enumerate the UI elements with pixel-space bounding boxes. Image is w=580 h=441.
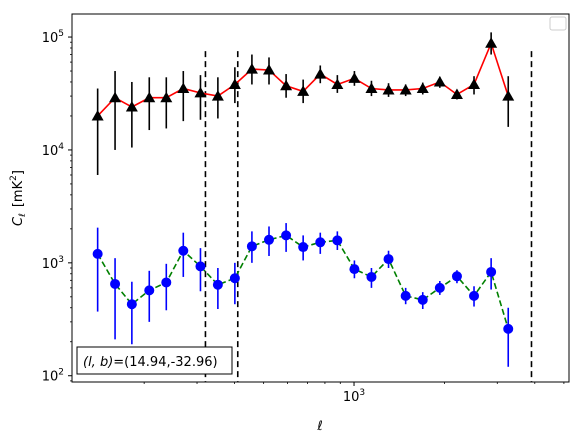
series-1-point-10 xyxy=(264,234,275,245)
series-0-point-13 xyxy=(314,68,327,79)
series-0-point-16 xyxy=(365,82,378,94)
series-0-point-5 xyxy=(177,82,190,94)
series-1 xyxy=(92,223,514,367)
series-1-point-16 xyxy=(366,271,377,282)
series-1-point-4 xyxy=(161,277,172,288)
series-0-point-3 xyxy=(143,91,156,103)
series-0-point-21 xyxy=(450,88,463,99)
series-1-point-12 xyxy=(298,242,309,253)
series-1-point-11 xyxy=(281,230,292,241)
series-0-point-22 xyxy=(468,78,481,89)
y-axis-label: Cℓ[mK2] xyxy=(9,170,28,226)
series-1-point-21 xyxy=(451,271,462,282)
series-1-point-18 xyxy=(400,290,411,301)
x-tick-label-0: 103 xyxy=(343,388,365,405)
annotation-prefix: (l, b) xyxy=(83,355,113,370)
series-0-point-1 xyxy=(109,91,122,103)
series-1-point-13 xyxy=(315,237,326,248)
series-0-point-14 xyxy=(331,78,344,89)
series-1-point-15 xyxy=(349,264,360,275)
legend-box xyxy=(549,16,567,31)
y-tick-label-2: 104 xyxy=(42,142,65,159)
series-0-point-19 xyxy=(416,82,429,94)
series-1-point-8 xyxy=(229,273,240,284)
y-tick-label-0: 102 xyxy=(42,368,64,385)
annotation-value: =(14.94,-32.96) xyxy=(113,355,217,370)
series-1-point-22 xyxy=(469,290,480,301)
x-axis-label: ℓ xyxy=(316,419,322,434)
series-0-point-11 xyxy=(280,79,293,91)
series-1-point-7 xyxy=(212,279,223,290)
series-0-point-9 xyxy=(245,63,258,74)
series-0-point-7 xyxy=(211,90,224,101)
series-0-point-20 xyxy=(433,75,446,87)
series-1-point-6 xyxy=(195,261,206,272)
series-0-point-15 xyxy=(348,72,361,83)
series-0-point-4 xyxy=(160,91,173,103)
series-1-point-19 xyxy=(417,294,428,305)
series-1-point-17 xyxy=(383,254,394,265)
coordinate-annotation: (l, b)=(14.94,-32.96) xyxy=(76,346,233,375)
series-0-point-17 xyxy=(382,83,395,95)
series-0-point-10 xyxy=(263,64,276,75)
series-0-point-6 xyxy=(194,86,207,98)
series-0-point-8 xyxy=(228,78,241,89)
series-0-point-2 xyxy=(125,101,138,112)
series-0-point-18 xyxy=(399,83,412,95)
series-0 xyxy=(91,32,515,175)
series-1-point-0 xyxy=(92,248,103,259)
series-1-point-1 xyxy=(110,278,121,289)
annotation-box xyxy=(76,346,233,375)
series-1-point-24 xyxy=(503,323,514,334)
series-0-point-0 xyxy=(91,109,104,121)
series-0-point-12 xyxy=(297,85,310,96)
series-1-point-2 xyxy=(126,299,137,310)
y-tick-label-3: 105 xyxy=(42,29,64,46)
vertical-lines xyxy=(204,51,533,382)
series-1-point-3 xyxy=(144,285,155,296)
series-1-point-5 xyxy=(178,245,189,256)
annotation-text: (l, b)=(14.94,-32.96) xyxy=(83,355,218,370)
y-tick-label-1: 103 xyxy=(42,255,64,272)
series-1-point-20 xyxy=(434,282,445,293)
series-1-point-9 xyxy=(246,241,257,252)
series-1-point-14 xyxy=(332,235,343,246)
series-layer xyxy=(91,32,515,367)
plot-frame xyxy=(71,13,570,383)
series-0-point-23 xyxy=(485,37,498,48)
series-1-point-23 xyxy=(486,266,497,277)
axes: 102 103 104 105 103 xyxy=(42,29,565,405)
series-0-point-24 xyxy=(502,90,515,101)
